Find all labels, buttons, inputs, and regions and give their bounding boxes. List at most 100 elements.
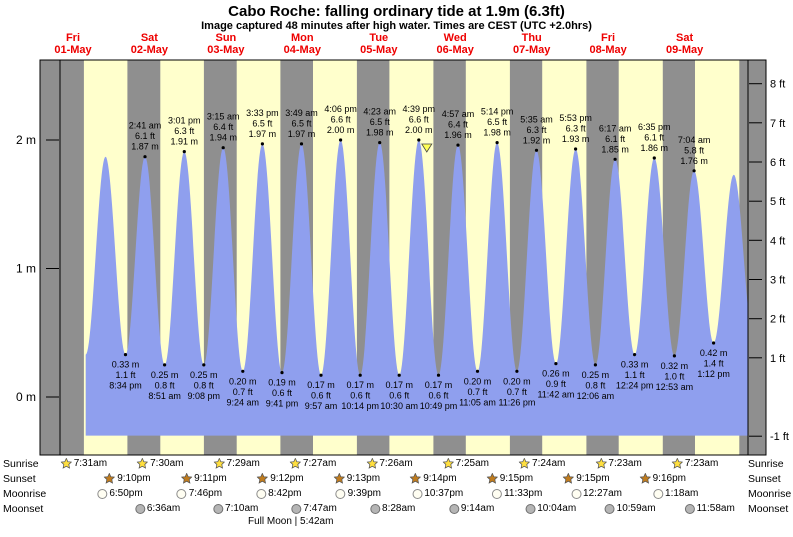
sunrise-row-label-right: Sunrise [748, 458, 784, 470]
sunrise-star-icon [442, 458, 454, 469]
tide-extreme-dot [534, 148, 539, 152]
tide-extreme-dot [123, 353, 128, 357]
day-label: Sat 09-May [665, 32, 704, 56]
low-tide-label: 1.4 ft [704, 359, 725, 369]
tide-extreme-dot [143, 155, 147, 159]
y-axis-ft-label: 2 ft [770, 314, 785, 326]
day-date: 04-May [283, 43, 321, 56]
sunset-time: 9:12pm [270, 473, 304, 484]
low-tide-label: 1.1 ft [115, 370, 136, 380]
y-axis-ft-label: 1 ft [770, 353, 785, 365]
day-date: 03-May [207, 43, 245, 56]
day-label: Thu 07-May [513, 32, 550, 56]
high-tide-label: 7:04 am [678, 135, 711, 145]
tide-extreme-dot [202, 363, 206, 367]
moonrise-entry: 7:46pm [176, 488, 222, 499]
tide-extreme-dot [613, 157, 617, 161]
tide-extreme-dot [397, 373, 401, 377]
moonset-time: 6:36am [146, 503, 181, 514]
high-tide-label: 1.98 m [483, 128, 511, 138]
high-tide-label: 3:01 pm [168, 116, 201, 126]
y-axis-ft-label: 7 ft [770, 118, 785, 130]
moonrise-entry: 11:33pm [492, 488, 542, 499]
moonrise-entry: 12:27am [571, 488, 622, 499]
moonset-time: 7:47am [303, 503, 337, 514]
low-tide-label: 1.1 ft [625, 370, 646, 380]
high-tide-label: 6.1 ft [605, 134, 626, 144]
current-time-marker [421, 143, 433, 153]
moonrise-circle-icon [492, 488, 503, 499]
sunrise-entry: 7:27am [289, 458, 336, 469]
moonrise-time: 1:18am [665, 488, 699, 499]
y-axis-ft-label: 4 ft [770, 235, 785, 247]
moonrise-circle-icon [653, 488, 664, 499]
moonrise-entries: 6:50pm 7:46pm 8:42pm 9:39pm 10:37pm 11:33pm 12… [0, 487, 793, 502]
high-tide-label: 6.5 ft [487, 117, 508, 127]
sunset-time: 9:14pm [423, 473, 457, 484]
low-tide-label: 12:06 am [577, 391, 615, 401]
high-tide-label: 4:39 pm [403, 104, 436, 114]
sunset-entry: 9:11pm [181, 473, 227, 484]
low-tide-label: 0.25 m [190, 370, 218, 380]
high-tide-label: 1.97 m [249, 129, 277, 139]
day-date: 08-May [589, 43, 627, 56]
day-date: 05-May [360, 43, 398, 56]
y-axis-ft-label: 3 ft [770, 275, 785, 287]
sunrise-entry: 7:31am [60, 458, 107, 469]
sunset-star-icon [333, 473, 345, 484]
high-tide-label: 5:53 pm [559, 113, 592, 123]
low-tide-label: 0.6 ft [350, 391, 371, 401]
low-tide-label: 0.7 ft [507, 387, 528, 397]
moonset-circle-icon [291, 503, 302, 514]
low-tide-label: 0.33 m [112, 360, 140, 370]
sunrise-time: 7:25am [455, 458, 489, 469]
moonset-entry: 10:59am [604, 503, 656, 514]
sunset-row: Sunset 9:10pm 9:11pm 9:12pm 9:13pm 9:14pm 9:1… [0, 472, 793, 487]
low-tide-label: 0.7 ft [233, 387, 254, 397]
moonrise-circle-icon [335, 488, 346, 499]
sunrise-entry: 7:29am [213, 458, 260, 469]
low-tide-label: 0.7 ft [467, 387, 488, 397]
high-tide-label: 1.87 m [131, 142, 159, 152]
tide-labels: 0.33 m1.1 ft8:34 pm2:41 am6.1 ft1.87 m0.… [109, 104, 730, 411]
moonrise-time: 10:37pm [424, 488, 464, 499]
moonset-time: 11:58am [696, 503, 735, 514]
y-axis-m-label: 2 m [16, 133, 36, 147]
tide-extreme-dot [652, 156, 656, 160]
moonrise-time: 11:33pm [504, 488, 543, 499]
high-tide-label: 1.92 m [523, 135, 551, 145]
high-tide-label: 6.1 ft [135, 131, 156, 141]
day-date: 09-May [665, 43, 704, 56]
low-tide-label: 9:57 am [305, 401, 338, 411]
sunset-entry: 9:13pm [333, 473, 380, 484]
low-tide-label: 0.17 m [385, 380, 413, 390]
sunrise-star-icon [289, 458, 301, 469]
moonrise-row-label-right: Moonrise [748, 488, 792, 500]
high-tide-label: 1.85 m [601, 144, 629, 154]
low-tide-label: 0.33 m [621, 360, 649, 370]
high-tide-label: 6.3 ft [526, 125, 547, 135]
high-tide-label: 6.5 ft [291, 118, 312, 128]
sunrise-row-label: Sunrise [3, 458, 39, 470]
tide-extreme-dot [260, 142, 264, 146]
low-tide-label: 0.20 m [229, 376, 257, 386]
day-date: 06-May [436, 43, 474, 56]
moonset-circle-icon [213, 503, 224, 514]
low-tide-label: 0.17 m [346, 380, 374, 390]
sunset-star-icon [257, 473, 269, 484]
low-tide-label: 0.25 m [151, 370, 179, 380]
low-tide-label: 0.8 ft [194, 380, 215, 390]
sunset-entry: 9:12pm [257, 473, 304, 484]
low-tide-label: 10:30 am [380, 401, 418, 411]
y-axis-m-label: 1 m [16, 262, 36, 276]
moonrise-entry: 1:18am [653, 488, 698, 499]
moonset-time: 7:10am [225, 503, 259, 514]
y-axis-m-label: 0 m [16, 390, 36, 404]
moonset-circle-icon [134, 503, 145, 514]
sunset-entries: 9:10pm 9:11pm 9:12pm 9:13pm 9:14pm 9:15pm 9:15… [0, 472, 793, 487]
tide-extreme-dot [378, 141, 382, 145]
sunset-star-icon [639, 473, 651, 484]
sunset-row-label: Sunset [3, 473, 36, 485]
day-name: Wed [443, 32, 467, 44]
low-tide-label: 0.26 m [542, 369, 570, 379]
